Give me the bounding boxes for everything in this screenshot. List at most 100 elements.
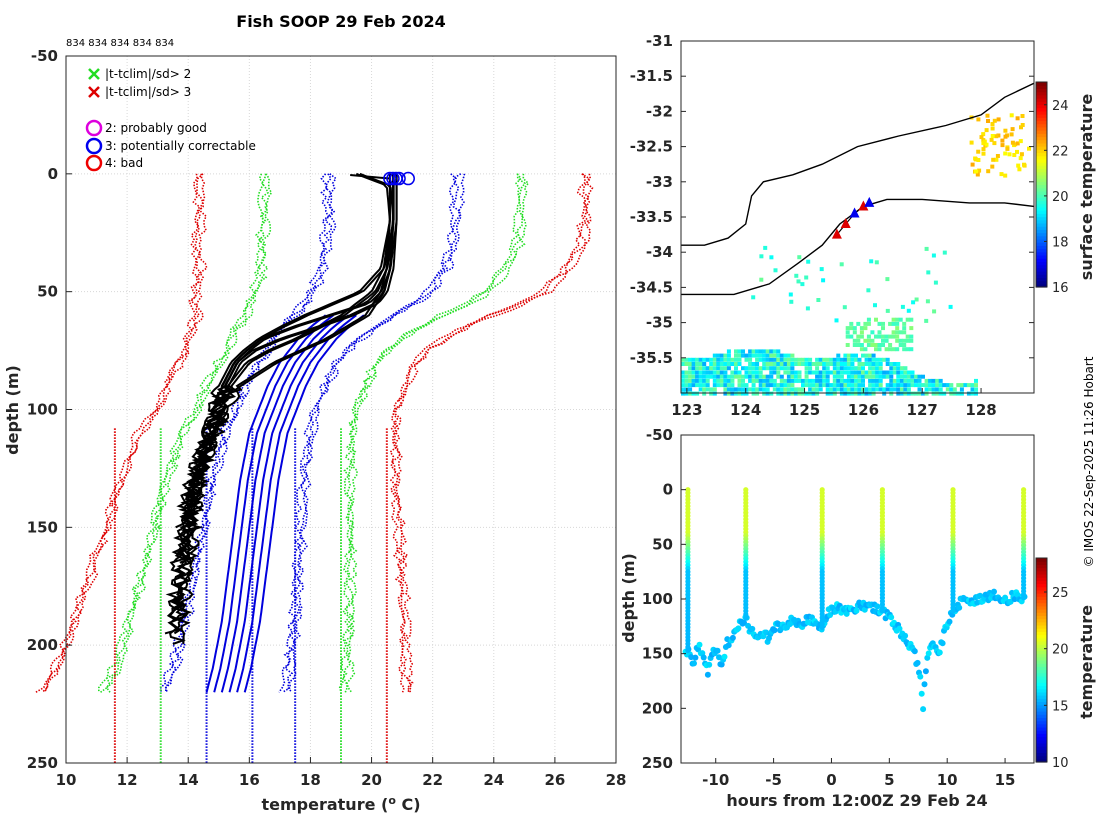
sst-cell [861,370,865,375]
bottom-sample [921,681,928,688]
sst-cell [709,374,714,379]
y-tick-label: -50 [31,47,58,65]
sst-cell [712,353,717,358]
sst-cell [994,134,999,139]
sst-cell [705,387,710,392]
colorbar-cell [1036,644,1047,648]
sst-cell [895,321,900,326]
colorbar-tick-label: 25 [1052,586,1069,601]
colorbar-cell [1036,91,1047,96]
sst-cell [990,134,995,138]
sst-cell [843,366,848,371]
map-y-tick-label: -34 [646,243,673,261]
sst-cell [825,362,830,366]
bottom-sample [874,603,881,610]
sst-cell [734,370,738,375]
bottom-sample [977,592,984,599]
colorbar-cell [1036,580,1047,585]
sst-cell [726,349,731,354]
sst-cell [772,353,777,358]
sst-cell [769,383,774,388]
colorbar-cell [1036,130,1047,134]
sst-cell [875,387,880,392]
sst-cell [709,357,714,362]
sst-cell [881,326,885,331]
td-y-tick-label: 50 [652,535,673,553]
colorbar-cell [1036,583,1047,588]
sst-cell [751,383,756,388]
climatology-mean-line [228,314,350,693]
sst-cell [818,370,823,375]
sst-cell [730,378,735,383]
map-x-tick-label: 124 [730,401,761,419]
sst-cell [719,378,724,383]
sst-cell [808,362,813,366]
sst-cell [794,362,798,366]
sst-cell [751,349,756,354]
sst-cell [808,378,813,383]
sst-cell [822,378,827,383]
sst-cell [762,366,767,371]
sst-cell [850,357,855,362]
sst-cell [989,137,994,142]
sst-cell [938,383,943,388]
sst-cell [737,357,742,362]
bottom-sample [896,625,903,632]
sst-cell [899,387,904,392]
colorbar-cell [1036,149,1047,154]
sst-cell [970,387,975,392]
sst-cell [924,318,929,323]
sst-cell [744,353,749,358]
sst-cell [755,387,760,392]
sst-cell [892,370,897,375]
sst-cell [719,353,724,358]
map-y-tick-label: -33 [646,173,673,191]
colorbar-cell [1036,663,1047,667]
sst-cell [702,383,707,388]
colorbar-cell [1036,274,1047,278]
colorbar-cell [1036,197,1047,202]
sst-cell [1020,114,1025,118]
colorbar-cell [1036,203,1047,208]
sst-cell [769,357,774,362]
sst-cell [896,370,901,375]
sst-cell [776,374,781,379]
sst-cell [825,378,830,383]
sst-cell [759,254,764,259]
colorbar-cell [1036,726,1047,731]
sst-cell [924,391,929,396]
time-depth-colorbar: 10 15 20 25 [1035,557,1069,771]
colorbar-cell [1036,120,1047,125]
sst-cell [857,387,862,392]
colorbar-tick-label: 20 [1052,643,1069,658]
sst-cell [910,383,915,388]
sst-cell [741,374,745,379]
colorbar-cell [1036,123,1047,128]
sst-cell [681,391,685,396]
sst-cell [815,387,820,392]
x-tick-label: 24 [483,771,504,789]
sst-cell [709,370,714,375]
sst-cell [868,357,873,362]
sst-cell [723,366,728,371]
sst-cell [776,387,781,392]
sst-cell [910,378,915,383]
sst-cell [719,362,724,366]
sst-cell [698,357,703,362]
sst-cell [829,387,834,392]
sst-cell [695,357,700,362]
climatology-sd-line [342,173,527,693]
td-x-tick-label: 15 [995,771,1016,789]
sst-cell [850,378,855,383]
bottom-sample [700,654,707,661]
sst-cell [882,387,887,392]
sst-cell [1019,125,1023,130]
colorbar-cell [1036,248,1047,253]
sst-cell [864,353,869,358]
sst-cell [903,378,908,383]
sst-cell [891,317,896,322]
sst-cell [818,387,823,392]
sst-cell [726,374,731,379]
sst-cell [917,387,922,392]
sst-cell [896,374,901,379]
